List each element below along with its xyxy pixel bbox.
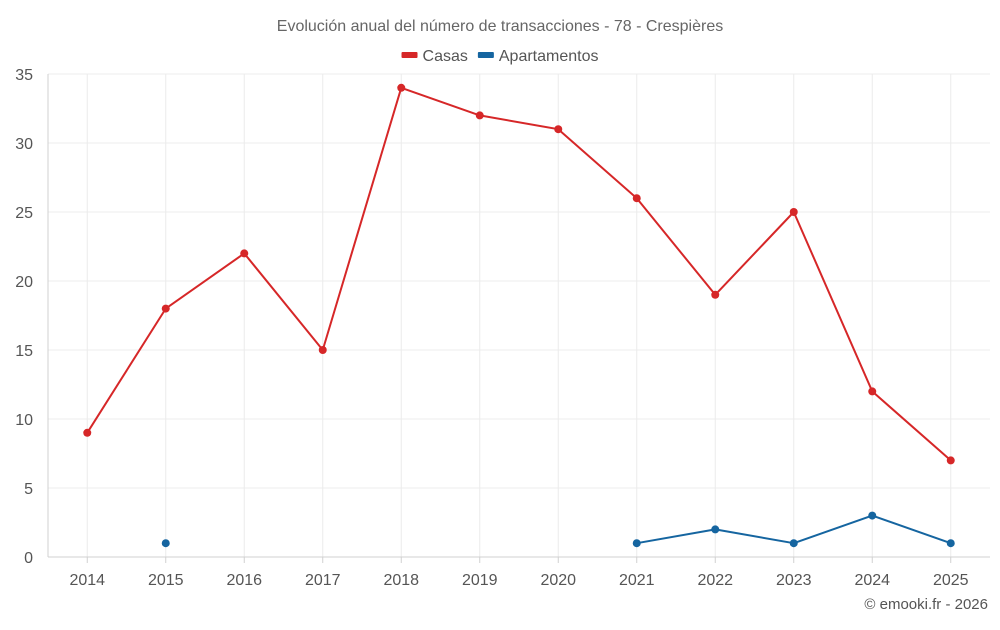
data-point-apartamentos-2023[interactable] bbox=[789, 539, 798, 548]
data-point-casas-2015[interactable] bbox=[161, 304, 170, 313]
x-tick-label: 2016 bbox=[226, 572, 262, 589]
x-tick-label: 2025 bbox=[933, 572, 969, 589]
y-tick-label: 15 bbox=[15, 343, 33, 360]
y-tick-label: 35 bbox=[15, 67, 33, 84]
y-tick-label: 10 bbox=[15, 412, 33, 429]
y-tick-label: 25 bbox=[15, 205, 33, 222]
legend-label: Casas bbox=[423, 48, 468, 65]
series-apartamentos bbox=[161, 511, 955, 548]
legend-item-casas[interactable]: Casas bbox=[401, 48, 468, 65]
y-tick-label: 5 bbox=[24, 481, 33, 498]
x-tick-label: 2023 bbox=[776, 572, 812, 589]
data-point-casas-2014[interactable] bbox=[83, 428, 92, 437]
y-tick-label: 20 bbox=[15, 274, 33, 291]
x-tick-label: 2017 bbox=[305, 572, 341, 589]
data-point-casas-2025[interactable] bbox=[946, 456, 955, 465]
y-tick-label: 30 bbox=[15, 136, 33, 153]
data-point-apartamentos-2024[interactable] bbox=[868, 511, 877, 520]
legend-label: Apartamentos bbox=[499, 48, 599, 65]
data-point-casas-2019[interactable] bbox=[475, 111, 484, 120]
legend-swatch bbox=[477, 52, 494, 58]
x-tick-label: 2021 bbox=[619, 572, 655, 589]
x-tick-label: 2015 bbox=[148, 572, 184, 589]
data-point-apartamentos-2015[interactable] bbox=[161, 539, 170, 548]
x-tick-label: 2014 bbox=[69, 572, 105, 589]
data-point-casas-2021[interactable] bbox=[632, 194, 641, 203]
legend[interactable]: Casas Apartamentos bbox=[401, 48, 599, 65]
data-point-casas-2023[interactable] bbox=[789, 208, 798, 216]
chart-title: Evolución anual del número de transaccio… bbox=[277, 18, 723, 35]
data-point-casas-2016[interactable] bbox=[240, 249, 249, 258]
grid bbox=[48, 73, 990, 557]
data-point-apartamentos-2022[interactable] bbox=[711, 525, 720, 534]
series-line-casas bbox=[86, 86, 952, 462]
legend-item-apartamentos[interactable]: Apartamentos bbox=[477, 48, 599, 65]
legend-swatch bbox=[401, 52, 418, 58]
x-tick-label: 2019 bbox=[462, 572, 498, 589]
x-tick-label: 2018 bbox=[383, 572, 419, 589]
x-tick-label: 2020 bbox=[540, 572, 576, 589]
series-layer bbox=[83, 83, 955, 548]
data-point-apartamentos-2025[interactable] bbox=[946, 539, 955, 548]
y-tick-label: 0 bbox=[24, 550, 33, 567]
series-casas bbox=[83, 83, 955, 465]
data-point-casas-2017[interactable] bbox=[318, 346, 327, 354]
data-point-casas-2022[interactable] bbox=[711, 290, 720, 299]
x-tick-label: 2024 bbox=[854, 572, 890, 589]
credit-text: © emooki.fr - 2026 bbox=[864, 596, 988, 613]
data-point-apartamentos-2021[interactable] bbox=[632, 539, 641, 548]
data-point-casas-2020[interactable] bbox=[554, 125, 563, 134]
x-tick-label: 2022 bbox=[697, 572, 733, 589]
data-point-casas-2018[interactable] bbox=[397, 83, 406, 92]
data-point-casas-2024[interactable] bbox=[868, 387, 877, 396]
